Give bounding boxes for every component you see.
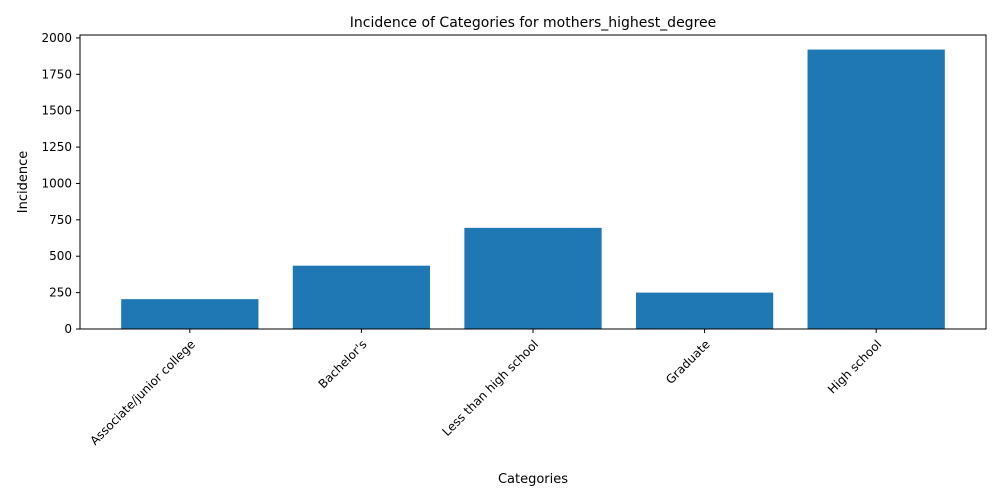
y-tick-label: 1500 <box>41 104 72 118</box>
y-tick-label: 500 <box>49 249 72 263</box>
y-tick-label: 1750 <box>41 67 72 81</box>
x-axis-label: Categories <box>498 472 568 487</box>
y-tick-label: 1250 <box>41 140 72 154</box>
x-tick-label: Graduate <box>663 337 713 387</box>
x-tick-label: Bachelor's <box>316 337 370 391</box>
x-tick-label: Less than high school <box>439 337 541 439</box>
bar-0 <box>121 299 259 329</box>
bar-4 <box>807 49 945 330</box>
y-tick-label: 750 <box>49 213 72 227</box>
y-tick-label: 2000 <box>41 31 72 45</box>
y-axis-label: Incidence <box>16 151 31 213</box>
y-tick-label: 250 <box>49 286 72 300</box>
y-tick-label: 0 <box>64 322 72 336</box>
y-tick-label: 1000 <box>41 176 72 190</box>
x-tick-label: Associate/junior college <box>87 337 198 448</box>
bar-1 <box>292 265 431 329</box>
chart-title: Incidence of Categories for mothers_high… <box>350 15 717 31</box>
bars-group <box>121 49 945 330</box>
x-tick-label: High school <box>825 337 884 396</box>
bar-2 <box>464 227 602 329</box>
bar-3 <box>635 292 774 329</box>
y-axis: 0 250 500 750 1000 1250 1500 1750 2000 <box>41 31 80 336</box>
x-axis: Associate/junior college Bachelor's Less t… <box>87 329 884 448</box>
plot-frame <box>79 34 987 330</box>
